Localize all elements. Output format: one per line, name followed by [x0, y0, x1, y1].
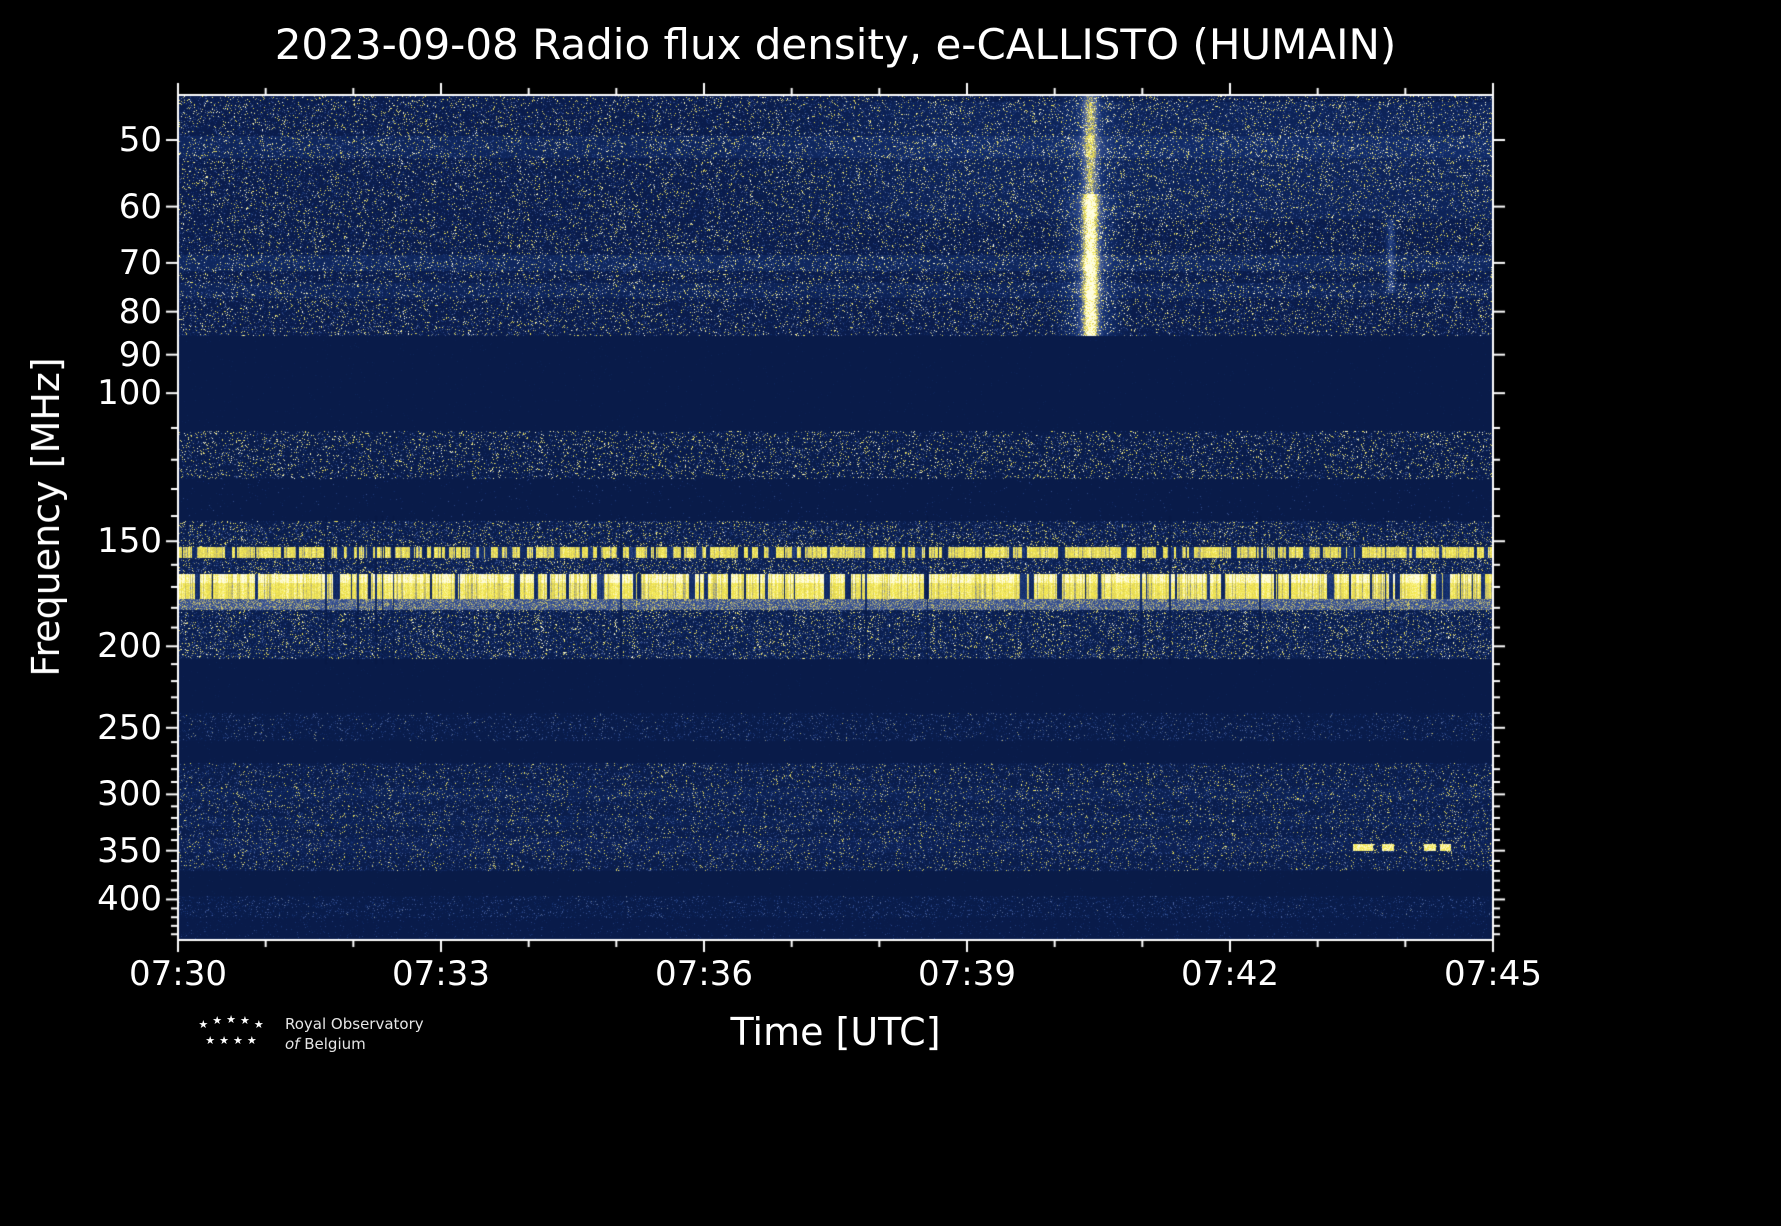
rob-logo-text: Royal Observatory of Belgium	[285, 1014, 424, 1054]
y-tick-label: 90	[118, 334, 162, 375]
y-tick-label: 70	[118, 242, 162, 283]
y-tick-label: 250	[97, 707, 162, 748]
rob-logo-line2: of Belgium	[285, 1035, 366, 1053]
x-axis-label: Time [UTC]	[730, 1010, 941, 1054]
y-tick-label: 100	[97, 373, 162, 414]
y-tick-label: 80	[118, 291, 162, 332]
star-row-icon: ★ ★ ★ ★	[205, 1034, 257, 1047]
y-tick-label: 300	[97, 774, 162, 815]
y-tick-label: 350	[97, 830, 162, 871]
chart-title: 2023-09-08 Radio flux density, e-CALLIST…	[274, 20, 1397, 69]
y-tick-label: 200	[97, 626, 162, 667]
x-tick-label: 07:45	[1444, 954, 1542, 994]
rob-logo-stars: ★ ★ ★ ★ ★ ★ ★ ★ ★	[185, 1008, 277, 1048]
rob-logo-line1: Royal Observatory	[285, 1015, 424, 1033]
x-tick-label: 07:39	[918, 954, 1016, 994]
y-tick-label: 50	[118, 120, 162, 161]
x-tick-label: 07:42	[1181, 954, 1279, 994]
star-row-icon: ★ ★ ★ ★ ★	[198, 1013, 264, 1031]
y-tick-label: 60	[118, 186, 162, 227]
x-tick-label: 07:30	[129, 954, 227, 994]
x-tick-label: 07:33	[392, 954, 490, 994]
y-tick-label: 400	[97, 879, 162, 920]
y-tick-label: 150	[97, 521, 162, 562]
x-tick-label: 07:36	[655, 954, 753, 994]
